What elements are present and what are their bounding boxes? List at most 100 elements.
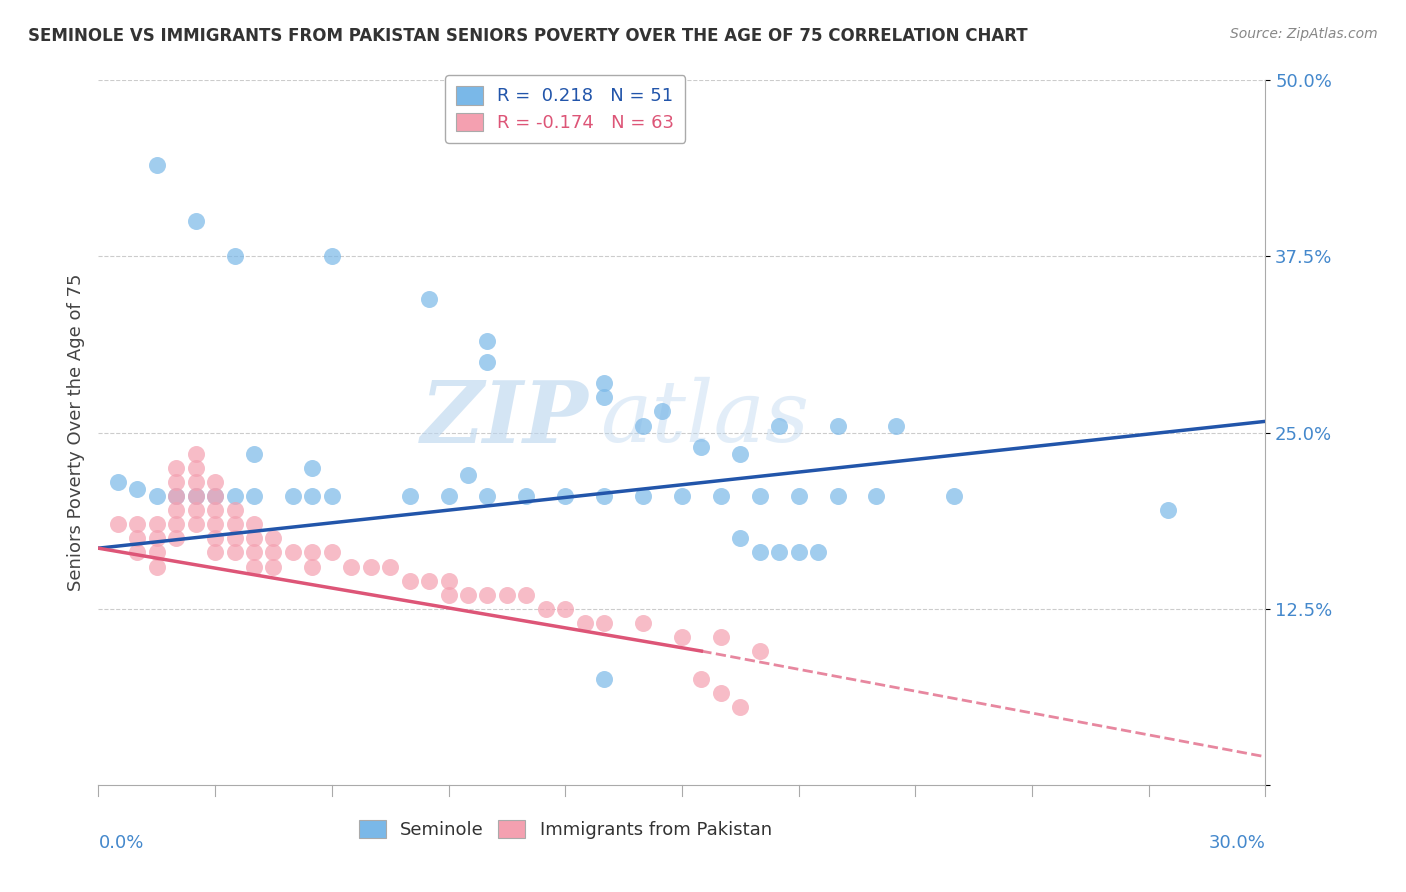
Point	[184, 214, 207, 228]
Text: atlas: atlas	[600, 377, 810, 460]
Point	[243, 447, 266, 461]
Point	[631, 418, 654, 433]
Text: SEMINOLE VS IMMIGRANTS FROM PAKISTAN SENIORS POVERTY OVER THE AGE OF 75 CORRELAT: SEMINOLE VS IMMIGRANTS FROM PAKISTAN SEN…	[28, 27, 1028, 45]
Point	[748, 644, 770, 658]
Point	[243, 489, 266, 503]
Legend: Seminole, Immigrants from Pakistan: Seminole, Immigrants from Pakistan	[352, 813, 779, 847]
Point	[127, 545, 149, 559]
Point	[477, 334, 499, 348]
Point	[204, 545, 226, 559]
Point	[107, 517, 129, 532]
Point	[184, 475, 207, 489]
Point	[184, 503, 207, 517]
Point	[748, 489, 770, 503]
Text: ZIP: ZIP	[420, 376, 589, 460]
Point	[165, 503, 187, 517]
Point	[321, 489, 343, 503]
Point	[127, 532, 149, 546]
Point	[184, 460, 207, 475]
Point	[593, 376, 616, 391]
Point	[146, 517, 169, 532]
Point	[477, 355, 499, 369]
Point	[301, 489, 323, 503]
Point	[127, 482, 149, 496]
Point	[398, 489, 420, 503]
Point	[496, 588, 519, 602]
Point	[690, 673, 713, 687]
Point	[224, 489, 246, 503]
Point	[748, 545, 770, 559]
Point	[730, 700, 752, 714]
Point	[146, 158, 169, 172]
Point	[184, 447, 207, 461]
Point	[165, 489, 187, 503]
Point	[146, 559, 169, 574]
Point	[204, 475, 226, 489]
Point	[204, 503, 226, 517]
Point	[165, 475, 187, 489]
Point	[457, 467, 479, 482]
Point	[690, 440, 713, 454]
Point	[730, 447, 752, 461]
Point	[943, 489, 966, 503]
Point	[243, 517, 266, 532]
Point	[224, 545, 246, 559]
Point	[593, 391, 616, 405]
Point	[360, 559, 382, 574]
Point	[243, 532, 266, 546]
Point	[418, 292, 440, 306]
Point	[262, 559, 284, 574]
Point	[437, 588, 460, 602]
Point	[554, 601, 576, 615]
Point	[554, 489, 576, 503]
Point	[321, 250, 343, 264]
Point	[165, 517, 187, 532]
Point	[243, 559, 266, 574]
Point	[631, 489, 654, 503]
Point	[865, 489, 887, 503]
Point	[437, 574, 460, 588]
Point	[262, 545, 284, 559]
Point	[204, 532, 226, 546]
Point	[224, 517, 246, 532]
Point	[730, 532, 752, 546]
Point	[224, 250, 246, 264]
Point	[107, 475, 129, 489]
Point	[204, 489, 226, 503]
Point	[631, 615, 654, 630]
Point	[515, 489, 537, 503]
Point	[243, 545, 266, 559]
Point	[165, 532, 187, 546]
Point	[515, 588, 537, 602]
Point	[262, 532, 284, 546]
Point	[184, 489, 207, 503]
Point	[710, 489, 733, 503]
Text: 0.0%: 0.0%	[98, 834, 143, 852]
Point	[787, 545, 810, 559]
Text: Source: ZipAtlas.com: Source: ZipAtlas.com	[1230, 27, 1378, 41]
Point	[827, 489, 849, 503]
Point	[204, 517, 226, 532]
Point	[671, 630, 693, 644]
Point	[224, 532, 246, 546]
Point	[477, 489, 499, 503]
Point	[574, 615, 596, 630]
Point	[827, 418, 849, 433]
Point	[593, 489, 616, 503]
Point	[204, 489, 226, 503]
Point	[593, 673, 616, 687]
Point	[787, 489, 810, 503]
Point	[301, 559, 323, 574]
Point	[281, 545, 304, 559]
Point	[380, 559, 402, 574]
Point	[534, 601, 557, 615]
Point	[807, 545, 830, 559]
Point	[184, 489, 207, 503]
Point	[224, 503, 246, 517]
Point	[127, 517, 149, 532]
Point	[593, 615, 616, 630]
Text: 30.0%: 30.0%	[1209, 834, 1265, 852]
Point	[146, 545, 169, 559]
Point	[1157, 503, 1180, 517]
Point	[165, 460, 187, 475]
